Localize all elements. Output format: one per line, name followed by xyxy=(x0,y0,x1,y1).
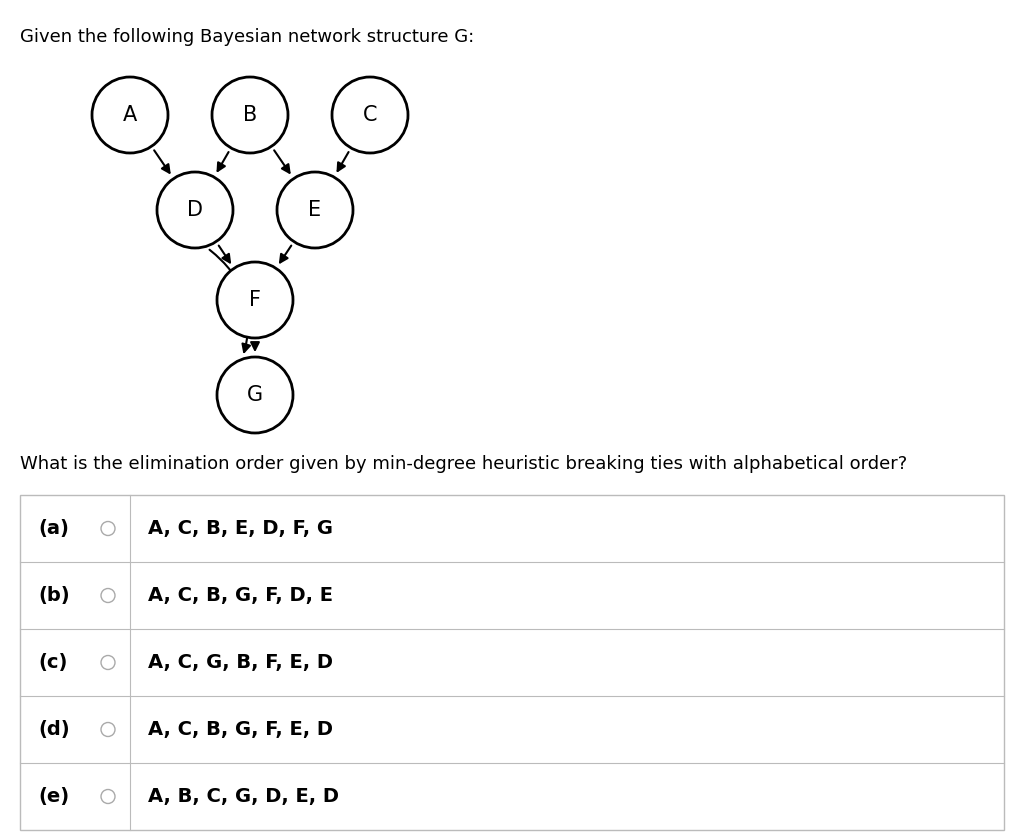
Text: D: D xyxy=(187,200,203,220)
Text: A, C, B, G, F, E, D: A, C, B, G, F, E, D xyxy=(148,720,333,739)
Text: (d): (d) xyxy=(38,720,70,739)
Text: What is the elimination order given by min-degree heuristic breaking ties with a: What is the elimination order given by m… xyxy=(20,455,907,473)
Text: G: G xyxy=(247,385,263,405)
Circle shape xyxy=(101,589,115,603)
Circle shape xyxy=(101,722,115,736)
Circle shape xyxy=(332,77,408,153)
Text: (e): (e) xyxy=(38,787,70,806)
Circle shape xyxy=(217,357,293,433)
Circle shape xyxy=(92,77,168,153)
Text: B: B xyxy=(243,105,257,125)
Circle shape xyxy=(101,522,115,535)
Circle shape xyxy=(101,655,115,670)
Circle shape xyxy=(278,172,353,248)
Bar xyxy=(20,495,1004,830)
Text: F: F xyxy=(249,290,261,310)
Text: A, C, G, B, F, E, D: A, C, G, B, F, E, D xyxy=(148,653,333,672)
Circle shape xyxy=(212,77,288,153)
Text: (c): (c) xyxy=(38,653,68,672)
Text: C: C xyxy=(362,105,377,125)
Text: (a): (a) xyxy=(38,519,69,538)
Text: Given the following Bayesian network structure G:: Given the following Bayesian network str… xyxy=(20,28,474,46)
Text: A, B, C, G, D, E, D: A, B, C, G, D, E, D xyxy=(148,787,339,806)
Text: E: E xyxy=(308,200,322,220)
Circle shape xyxy=(101,790,115,803)
Text: (b): (b) xyxy=(38,586,70,605)
Circle shape xyxy=(217,262,293,338)
Text: A: A xyxy=(123,105,137,125)
Circle shape xyxy=(157,172,233,248)
Text: A, C, B, G, F, D, E: A, C, B, G, F, D, E xyxy=(148,586,333,605)
Text: A, C, B, E, D, F, G: A, C, B, E, D, F, G xyxy=(148,519,333,538)
